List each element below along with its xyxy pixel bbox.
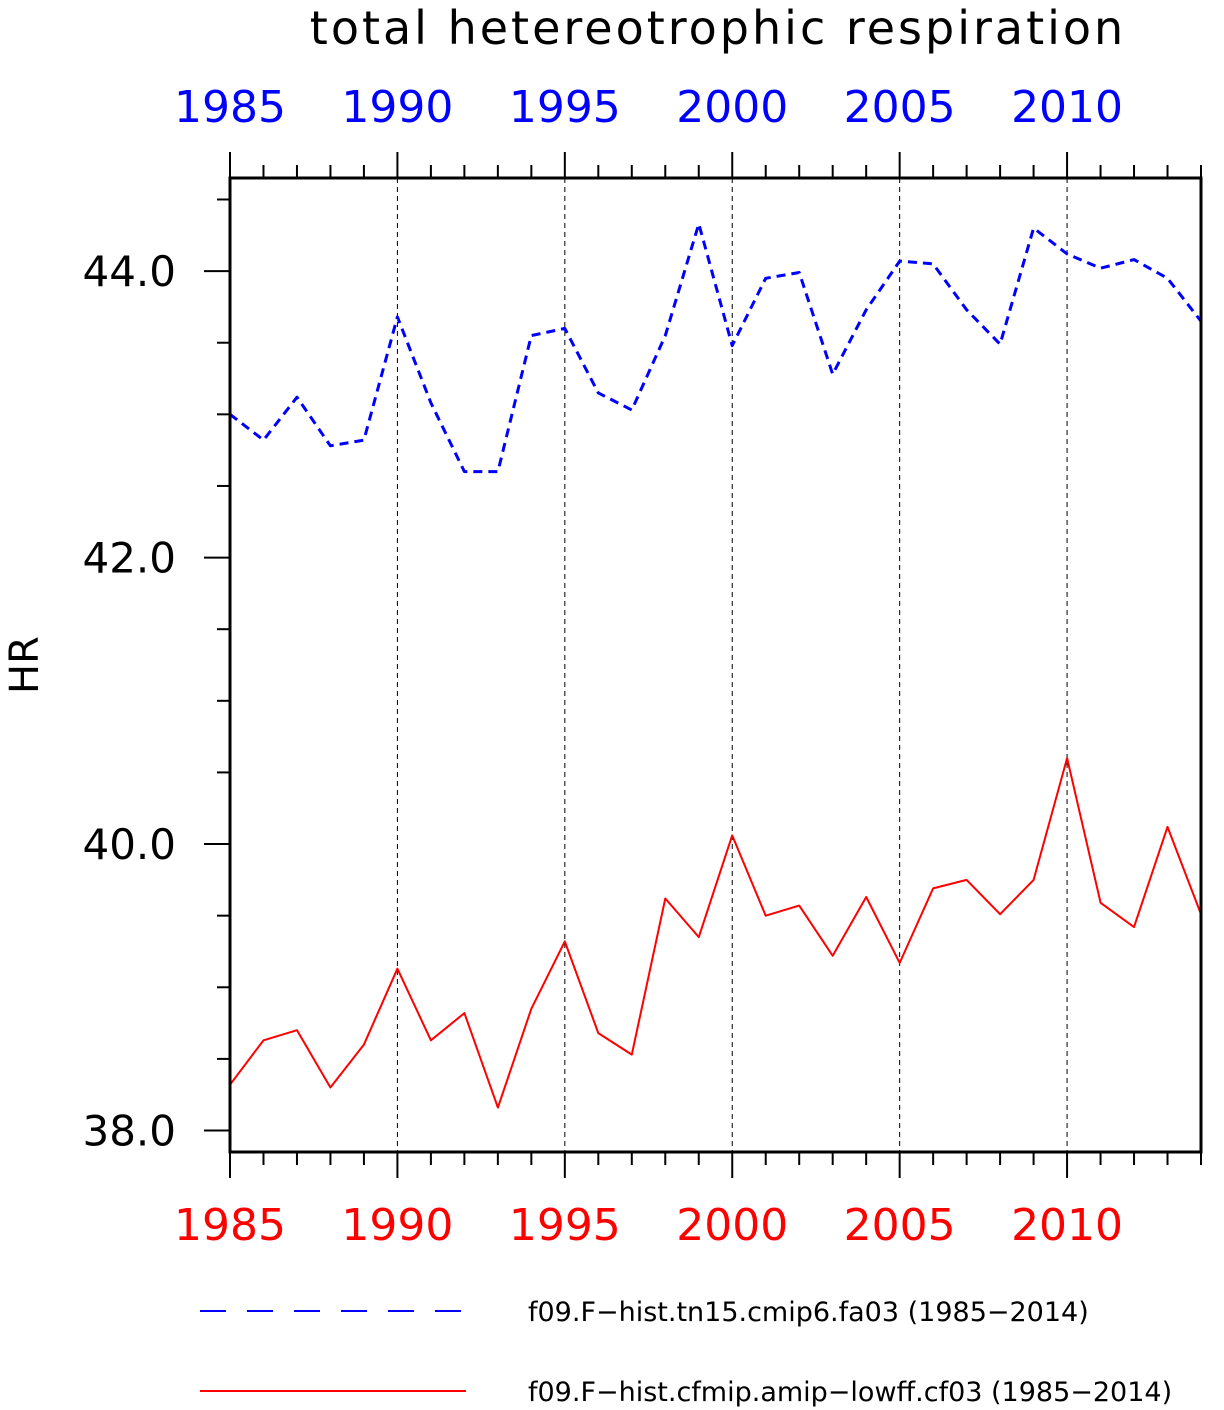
x-tick-label-top: 2000 <box>676 82 788 133</box>
x-tick-label-bottom: 1995 <box>509 1200 621 1251</box>
y-tick-label: 38.0 <box>82 1107 176 1156</box>
x-tick-label-top: 1990 <box>341 82 453 133</box>
x-tick-label-top: 1985 <box>174 82 286 133</box>
x-tick-label-bottom: 1985 <box>174 1200 286 1251</box>
axis-tick-labels: 1985 1985 1990 1990 1995 1995 2000 2000 2005 2005… <box>82 82 1123 1251</box>
series-line <box>229 222 1203 474</box>
chart-title: total hetereotrophic respiration <box>310 1 1126 55</box>
x-tick-label-top: 2005 <box>844 82 956 133</box>
legend: f09.F−hist.tn15.cmip6.fa03 (1985−2014) f0… <box>200 1297 1172 1408</box>
x-tick-label-bottom: 2010 <box>1011 1200 1123 1251</box>
legend-label: f09.F−hist.cfmip.amip−lowff.cf03 (1985−2… <box>528 1377 1172 1408</box>
x-tick-label-top: 1995 <box>509 82 621 133</box>
legend-label: f09.F−hist.tn15.cmip6.fa03 (1985−2014) <box>528 1297 1089 1328</box>
x-tick-label-top: 2010 <box>1011 82 1123 133</box>
axis-ticks <box>204 152 1202 1178</box>
x-tick-label-bottom: 2000 <box>676 1200 788 1251</box>
y-tick-label: 42.0 <box>82 534 176 583</box>
grid-lines <box>396 178 1068 1152</box>
series-lines <box>229 222 1203 1109</box>
plot-frame <box>228 176 1203 1154</box>
y-axis-label: HR <box>2 636 48 694</box>
y-tick-label: 44.0 <box>82 247 176 296</box>
series-line <box>229 757 1202 1109</box>
y-tick-label: 40.0 <box>82 820 176 869</box>
x-tick-label-bottom: 1990 <box>341 1200 453 1251</box>
x-tick-label-bottom: 2005 <box>844 1200 956 1251</box>
